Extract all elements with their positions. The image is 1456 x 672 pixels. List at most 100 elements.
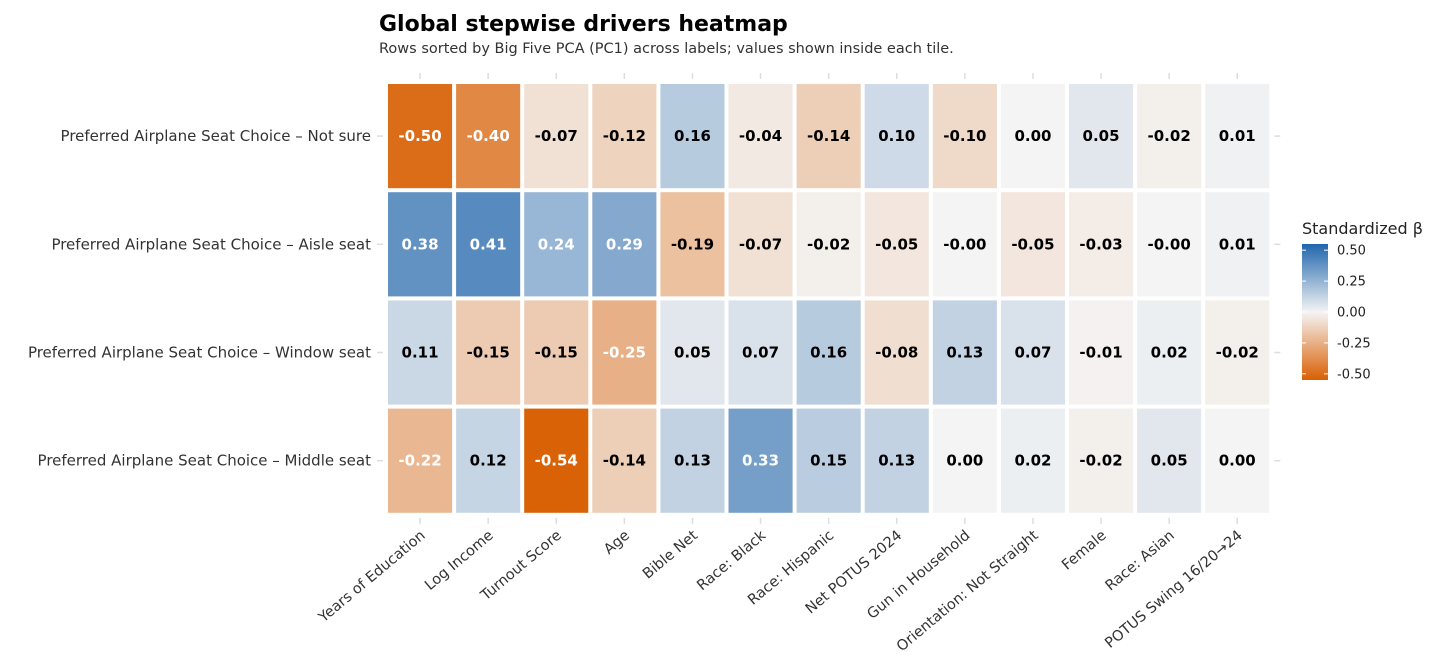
column-label: Orientation: Not Straight — [894, 527, 1042, 655]
y-axis-ticks — [377, 135, 1281, 462]
row-label: Preferred Airplane Seat Choice – Window … — [28, 344, 371, 362]
heatmap-tile — [1137, 84, 1202, 189]
tile-value-label: -0.08 — [875, 344, 918, 362]
heatmap-tile — [524, 192, 589, 297]
heatmap-tile — [728, 84, 793, 189]
tile-value-label: -0.00 — [1148, 235, 1191, 253]
heatmap-tile — [660, 84, 725, 189]
heatmap-tile — [660, 300, 725, 405]
column-label: Female — [1059, 528, 1110, 574]
tile-value-label: 0.02 — [1151, 344, 1188, 362]
heatmap-tile — [864, 300, 929, 405]
heatmap-tile — [456, 192, 521, 297]
heatmap-tile — [1069, 300, 1134, 405]
row-labels: Preferred Airplane Seat Choice – Not sur… — [28, 127, 371, 470]
heatmap-tile — [1205, 192, 1270, 297]
heatmap-tile — [1000, 300, 1065, 405]
tile-value-label: 0.02 — [1014, 452, 1051, 470]
chart-title: Global stepwise drivers heatmap — [379, 12, 788, 37]
heatmap-tile — [728, 300, 793, 405]
tile-value-label: 0.01 — [1219, 127, 1256, 145]
column-label: Race: Asian — [1103, 528, 1178, 595]
heatmap-tile — [1000, 192, 1065, 297]
tile-value-label: -0.02 — [1216, 344, 1259, 362]
tile-value-label: 0.05 — [1151, 452, 1188, 470]
tile-value-label: 0.13 — [878, 452, 915, 470]
legend-tick-label: -0.50 — [1337, 367, 1371, 382]
tile-value-label: 0.29 — [606, 235, 643, 253]
heatmap-tile — [1137, 192, 1202, 297]
tile-value-label: 0.05 — [674, 344, 711, 362]
heatmap-tile — [592, 300, 657, 405]
legend-tick-label: 0.00 — [1337, 306, 1366, 321]
heatmap-tile — [456, 408, 521, 513]
tile-value-label: -0.40 — [467, 127, 510, 145]
heatmap-tile — [728, 408, 793, 513]
heatmap-tile — [1000, 84, 1065, 189]
heatmap-tile — [1137, 300, 1202, 405]
tile-value-label: 0.00 — [1014, 127, 1051, 145]
heatmap-tile — [388, 84, 453, 189]
heatmap-tile — [932, 192, 997, 297]
tile-value-label: -0.07 — [739, 235, 782, 253]
heatmap-tile — [1205, 300, 1270, 405]
heatmap-tiles: -0.50 -0.40 -0.07 -0.12 0.16 -0.04 -0.14 0.10 -0… — [388, 84, 1270, 513]
heatmap-tile — [796, 408, 861, 513]
x-axis-ticks — [419, 73, 1238, 524]
tile-value-label: -0.10 — [943, 127, 986, 145]
tile-value-label: -0.00 — [943, 235, 986, 253]
tile-value-label: -0.22 — [398, 452, 441, 470]
tile-value-label: 0.00 — [1219, 452, 1256, 470]
tile-value-label: 0.24 — [538, 235, 575, 253]
tile-value-label: 0.13 — [674, 452, 711, 470]
heatmap-tile — [592, 408, 657, 513]
tile-value-label: 0.16 — [810, 344, 847, 362]
tile-value-label: -0.14 — [807, 127, 850, 145]
tile-value-label: -0.01 — [1079, 344, 1122, 362]
heatmap-tile — [660, 408, 725, 513]
heatmap-tile — [456, 300, 521, 405]
heatmap-tile — [592, 192, 657, 297]
heatmap-tile — [1069, 408, 1134, 513]
heatmap-tile — [388, 300, 453, 405]
tile-value-label: 0.01 — [1219, 235, 1256, 253]
color-legend: Standardized β 0.50 0.25 0.00 -0.25 -0.50 — [1302, 219, 1423, 382]
tile-value-label: 0.07 — [742, 344, 779, 362]
heatmap-tile — [796, 84, 861, 189]
legend-tick-label: 0.50 — [1337, 244, 1366, 259]
tile-value-label: -0.19 — [671, 235, 714, 253]
tile-value-label: -0.05 — [1011, 235, 1054, 253]
tile-value-label: -0.05 — [875, 235, 918, 253]
heatmap-tile — [864, 408, 929, 513]
tile-value-label: -0.02 — [807, 235, 850, 253]
column-label: Log Income — [422, 528, 497, 594]
heatmap-tile — [864, 192, 929, 297]
heatmap-tile — [864, 84, 929, 189]
chart-subtitle: Rows sorted by Big Five PCA (PC1) across… — [379, 41, 954, 57]
column-label: Bible Net — [640, 527, 701, 582]
tile-value-label: -0.50 — [398, 127, 441, 145]
legend-title: Standardized β — [1302, 219, 1423, 238]
heatmap-tile — [728, 192, 793, 297]
legend-color-bar — [1302, 244, 1328, 380]
tile-value-label: 0.10 — [878, 127, 915, 145]
tile-value-label: -0.04 — [739, 127, 782, 145]
heatmap-tile — [388, 408, 453, 513]
column-label: Years of Education — [315, 528, 428, 627]
legend-tick-label: -0.25 — [1337, 336, 1371, 351]
heatmap-tile — [932, 300, 997, 405]
heatmap-tile — [524, 408, 589, 513]
heatmap-tile — [796, 300, 861, 405]
heatmap-tile — [456, 84, 521, 189]
tile-value-label: 0.15 — [810, 452, 847, 470]
row-label: Preferred Airplane Seat Choice – Not sur… — [61, 127, 371, 145]
heatmap-tile — [1205, 408, 1270, 513]
heatmap-tile — [932, 84, 997, 189]
tile-value-label: -0.03 — [1079, 235, 1122, 253]
legend-ticks: 0.50 0.25 0.00 -0.25 -0.50 — [1302, 244, 1371, 382]
tile-value-label: -0.54 — [535, 452, 578, 470]
tile-value-label: -0.15 — [535, 344, 578, 362]
heatmap-tile — [1000, 408, 1065, 513]
heatmap-tile — [524, 300, 589, 405]
